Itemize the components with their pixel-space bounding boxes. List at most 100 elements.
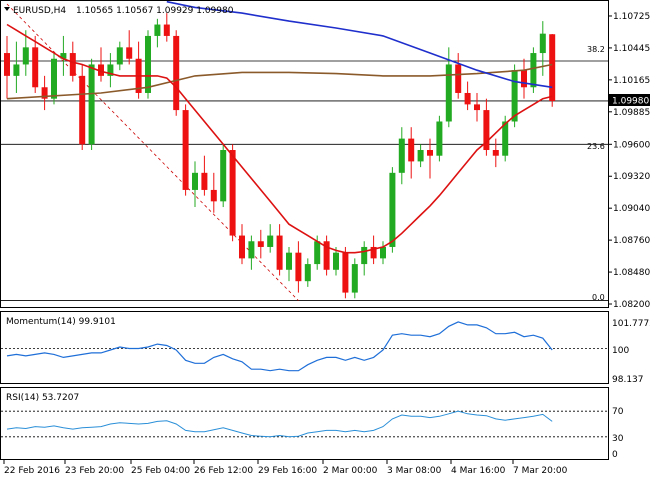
candle-body	[323, 241, 330, 270]
rsi-tick-0: 0	[612, 450, 618, 460]
time-tick-label: 3 Mar 08:00	[387, 466, 442, 476]
momentum-label: Momentum(14) 99.9101	[6, 317, 116, 327]
candle-body	[398, 138, 405, 173]
fib-diagonal-line	[6, 3, 299, 301]
candle-body	[455, 64, 462, 93]
fib-382-label: 38.2	[587, 45, 605, 54]
candle-body	[408, 138, 415, 162]
candle-body	[13, 64, 20, 76]
candle-body	[304, 264, 311, 282]
candle-body	[361, 246, 368, 265]
candle-body	[220, 150, 227, 202]
candle-body	[342, 252, 349, 293]
candle-body	[436, 121, 443, 156]
candle-body	[98, 64, 104, 76]
price-tick-label: 1.09040	[613, 204, 650, 214]
symbol-label: EURUSD,H4	[13, 6, 66, 16]
momentum-panel-frame	[0, 311, 609, 384]
candle-body	[60, 53, 67, 59]
candle-body	[192, 172, 198, 190]
candle-body	[210, 189, 217, 202]
momentum-plot-layer	[1, 321, 608, 372]
candle-body	[69, 53, 76, 76]
candle-body	[370, 246, 377, 259]
candle-body	[41, 87, 48, 99]
candle-body	[163, 24, 170, 36]
candle-body	[511, 70, 518, 122]
price-tick-label: 1.09600	[613, 140, 650, 150]
candle-body	[182, 110, 189, 190]
candle-body	[276, 235, 283, 270]
time-tick-label: 2 Mar 00:00	[323, 466, 378, 476]
candle-body	[483, 110, 490, 151]
candle-body	[314, 241, 321, 265]
momentum-tick-low: 98.137	[612, 375, 644, 385]
time-tick-label: 25 Feb 04:00	[131, 466, 190, 476]
candle-body	[107, 64, 114, 76]
rsi-panel-frame	[0, 387, 609, 460]
time-tick-label: 29 Feb 16:00	[258, 466, 317, 476]
current-price-label: 1.09980	[612, 97, 649, 107]
candle-body	[257, 241, 264, 247]
candle-body	[154, 24, 161, 36]
candle-body	[229, 150, 236, 236]
rsi-tick-30: 30	[612, 434, 624, 444]
main-panel-frame	[0, 0, 609, 308]
rsi-plot-layer	[1, 410, 608, 438]
candle-body	[79, 75, 86, 145]
candle-body	[530, 53, 537, 88]
candle-body	[549, 34, 556, 101]
candle-body	[286, 252, 292, 270]
candle-body	[51, 58, 57, 99]
ohlc-label: 1.10565 1.10567 1.09929 1.09980	[76, 6, 234, 16]
momentum-tick-high: 101.7772	[612, 319, 650, 329]
candle-body	[380, 246, 386, 259]
candle-body	[417, 150, 424, 162]
candle-body	[88, 64, 95, 145]
candle-body	[22, 47, 29, 65]
candle-body	[126, 47, 133, 59]
momentum-tick-mid: 100	[612, 346, 629, 356]
candle-body	[248, 241, 255, 259]
rsi-label: RSI(14) 53.7207	[6, 393, 79, 403]
candle-body	[173, 35, 180, 111]
time-tick-label: 26 Feb 12:00	[194, 466, 253, 476]
price-tick-label: 1.10725	[613, 12, 650, 22]
candle-body	[502, 121, 509, 156]
time-tick-label: 7 Mar 20:00	[513, 466, 568, 476]
ma-blue-line	[166, 0, 553, 89]
price-tick-label: 1.10165	[613, 76, 650, 86]
price-tick-label: 1.09320	[613, 172, 650, 182]
rsi-line	[6, 410, 553, 438]
price-tick-label: 1.08200	[613, 300, 650, 310]
candle-body	[351, 264, 358, 293]
fib-236-label: 23.6	[587, 142, 605, 151]
candle-body	[32, 47, 39, 88]
price-tick-label: 1.08480	[613, 268, 650, 278]
candle-body	[474, 104, 480, 111]
candle-body	[239, 235, 245, 259]
candle-body	[464, 92, 471, 105]
axis-layer: 1.10725 1.10445 1.10165 1.09885 1.09600 1.093…	[3, 12, 650, 476]
candle-body	[333, 252, 339, 270]
fib-0-label: 0.0	[592, 293, 605, 302]
candle-body	[389, 172, 396, 247]
price-tick-label: 1.08760	[613, 236, 650, 246]
candle-body	[521, 70, 527, 88]
candle-body	[4, 53, 10, 76]
momentum-line	[6, 321, 553, 372]
candle-body	[267, 235, 274, 247]
candle-body	[539, 33, 546, 54]
candle-body	[201, 172, 208, 190]
candle-body	[116, 47, 123, 65]
time-tick-label: 4 Mar 16:00	[451, 466, 506, 476]
candle-body	[427, 150, 433, 156]
price-tick-label: 1.10445	[613, 44, 650, 54]
time-tick-label: 23 Feb 20:00	[65, 466, 124, 476]
dropdown-triangle-icon[interactable]	[4, 7, 10, 11]
rsi-tick-70: 70	[612, 407, 624, 417]
main-plot-layer	[1, 0, 608, 301]
candle-body	[145, 35, 151, 93]
